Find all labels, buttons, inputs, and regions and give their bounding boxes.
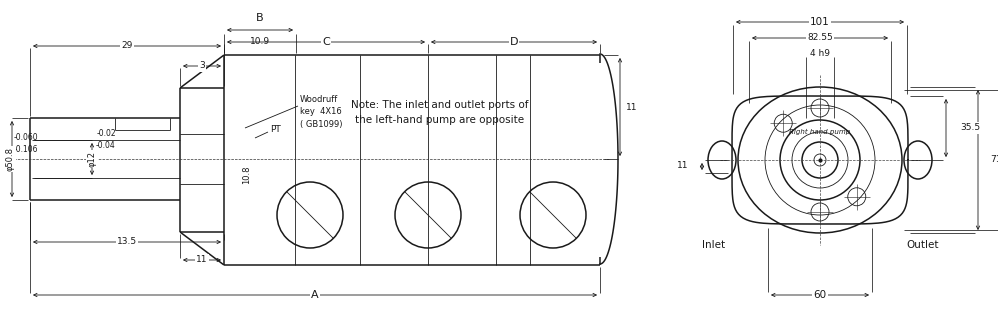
- Text: Woodruff: Woodruff: [300, 95, 338, 105]
- Text: B: B: [256, 13, 263, 23]
- Text: 82.55: 82.55: [807, 34, 833, 43]
- Text: 60: 60: [813, 290, 826, 300]
- Text: Outlet: Outlet: [907, 240, 939, 250]
- Text: φ12: φ12: [88, 151, 97, 167]
- Text: 10.9: 10.9: [250, 37, 270, 46]
- Text: Inlet: Inlet: [703, 240, 726, 250]
- Text: ( GB1099): ( GB1099): [300, 119, 342, 129]
- Text: 11: 11: [197, 255, 208, 265]
- Text: C: C: [322, 37, 330, 47]
- Text: Right hand pump: Right hand pump: [789, 129, 850, 135]
- Text: 11: 11: [677, 162, 688, 171]
- Text: -0.04: -0.04: [96, 141, 116, 150]
- Text: the left-hand pump are opposite: the left-hand pump are opposite: [355, 115, 525, 125]
- Text: 3: 3: [200, 61, 205, 70]
- Text: -0.060: -0.060: [14, 132, 38, 141]
- Text: Note: The inlet and outlet ports of: Note: The inlet and outlet ports of: [351, 100, 529, 110]
- Text: 11: 11: [626, 102, 638, 111]
- Text: 35.5: 35.5: [960, 124, 980, 132]
- Text: 10.8: 10.8: [243, 166, 251, 184]
- Text: 13.5: 13.5: [117, 237, 137, 246]
- Text: PT: PT: [270, 125, 280, 134]
- Text: -0.02: -0.02: [96, 130, 116, 139]
- Text: key  4X16: key 4X16: [300, 108, 341, 116]
- Text: 29: 29: [122, 42, 133, 51]
- Text: -0.106: -0.106: [14, 145, 38, 154]
- Text: D: D: [510, 37, 518, 47]
- Text: φ50.8: φ50.8: [6, 147, 15, 171]
- Text: 71: 71: [990, 156, 998, 164]
- Text: 4 h9: 4 h9: [810, 50, 830, 59]
- Text: 101: 101: [810, 17, 830, 27]
- Text: A: A: [311, 290, 318, 300]
